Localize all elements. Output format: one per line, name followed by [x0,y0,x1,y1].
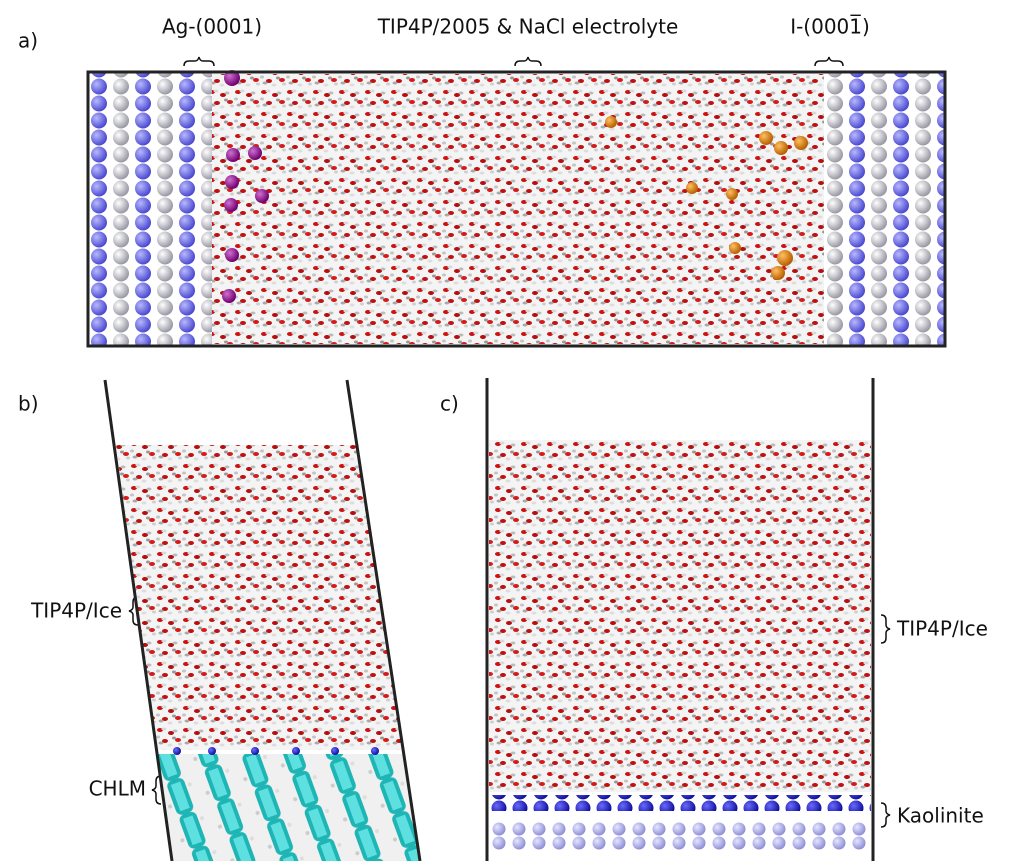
annotation: Kaolinite [897,804,984,828]
panel-label: a) [18,29,38,53]
simulation-snapshot-a [86,70,947,348]
annotation: TIP4P/Ice [30,599,122,623]
braces [880,614,891,828]
annotation: TIP4P/2005 & NaCl electrolyte [377,15,679,39]
annotation: TIP4P/Ice [896,617,988,641]
simulation-snapshot-b [103,379,422,861]
braces [183,56,844,67]
annotation: Ag-(0001) [162,15,262,39]
annotation: CHLM [89,777,146,801]
annotation: I-(0001̅) [790,14,870,39]
panel-label: c) [440,392,459,416]
simulation-snapshot-c [485,378,875,861]
panel-label: b) [18,392,39,416]
braces [128,596,162,805]
